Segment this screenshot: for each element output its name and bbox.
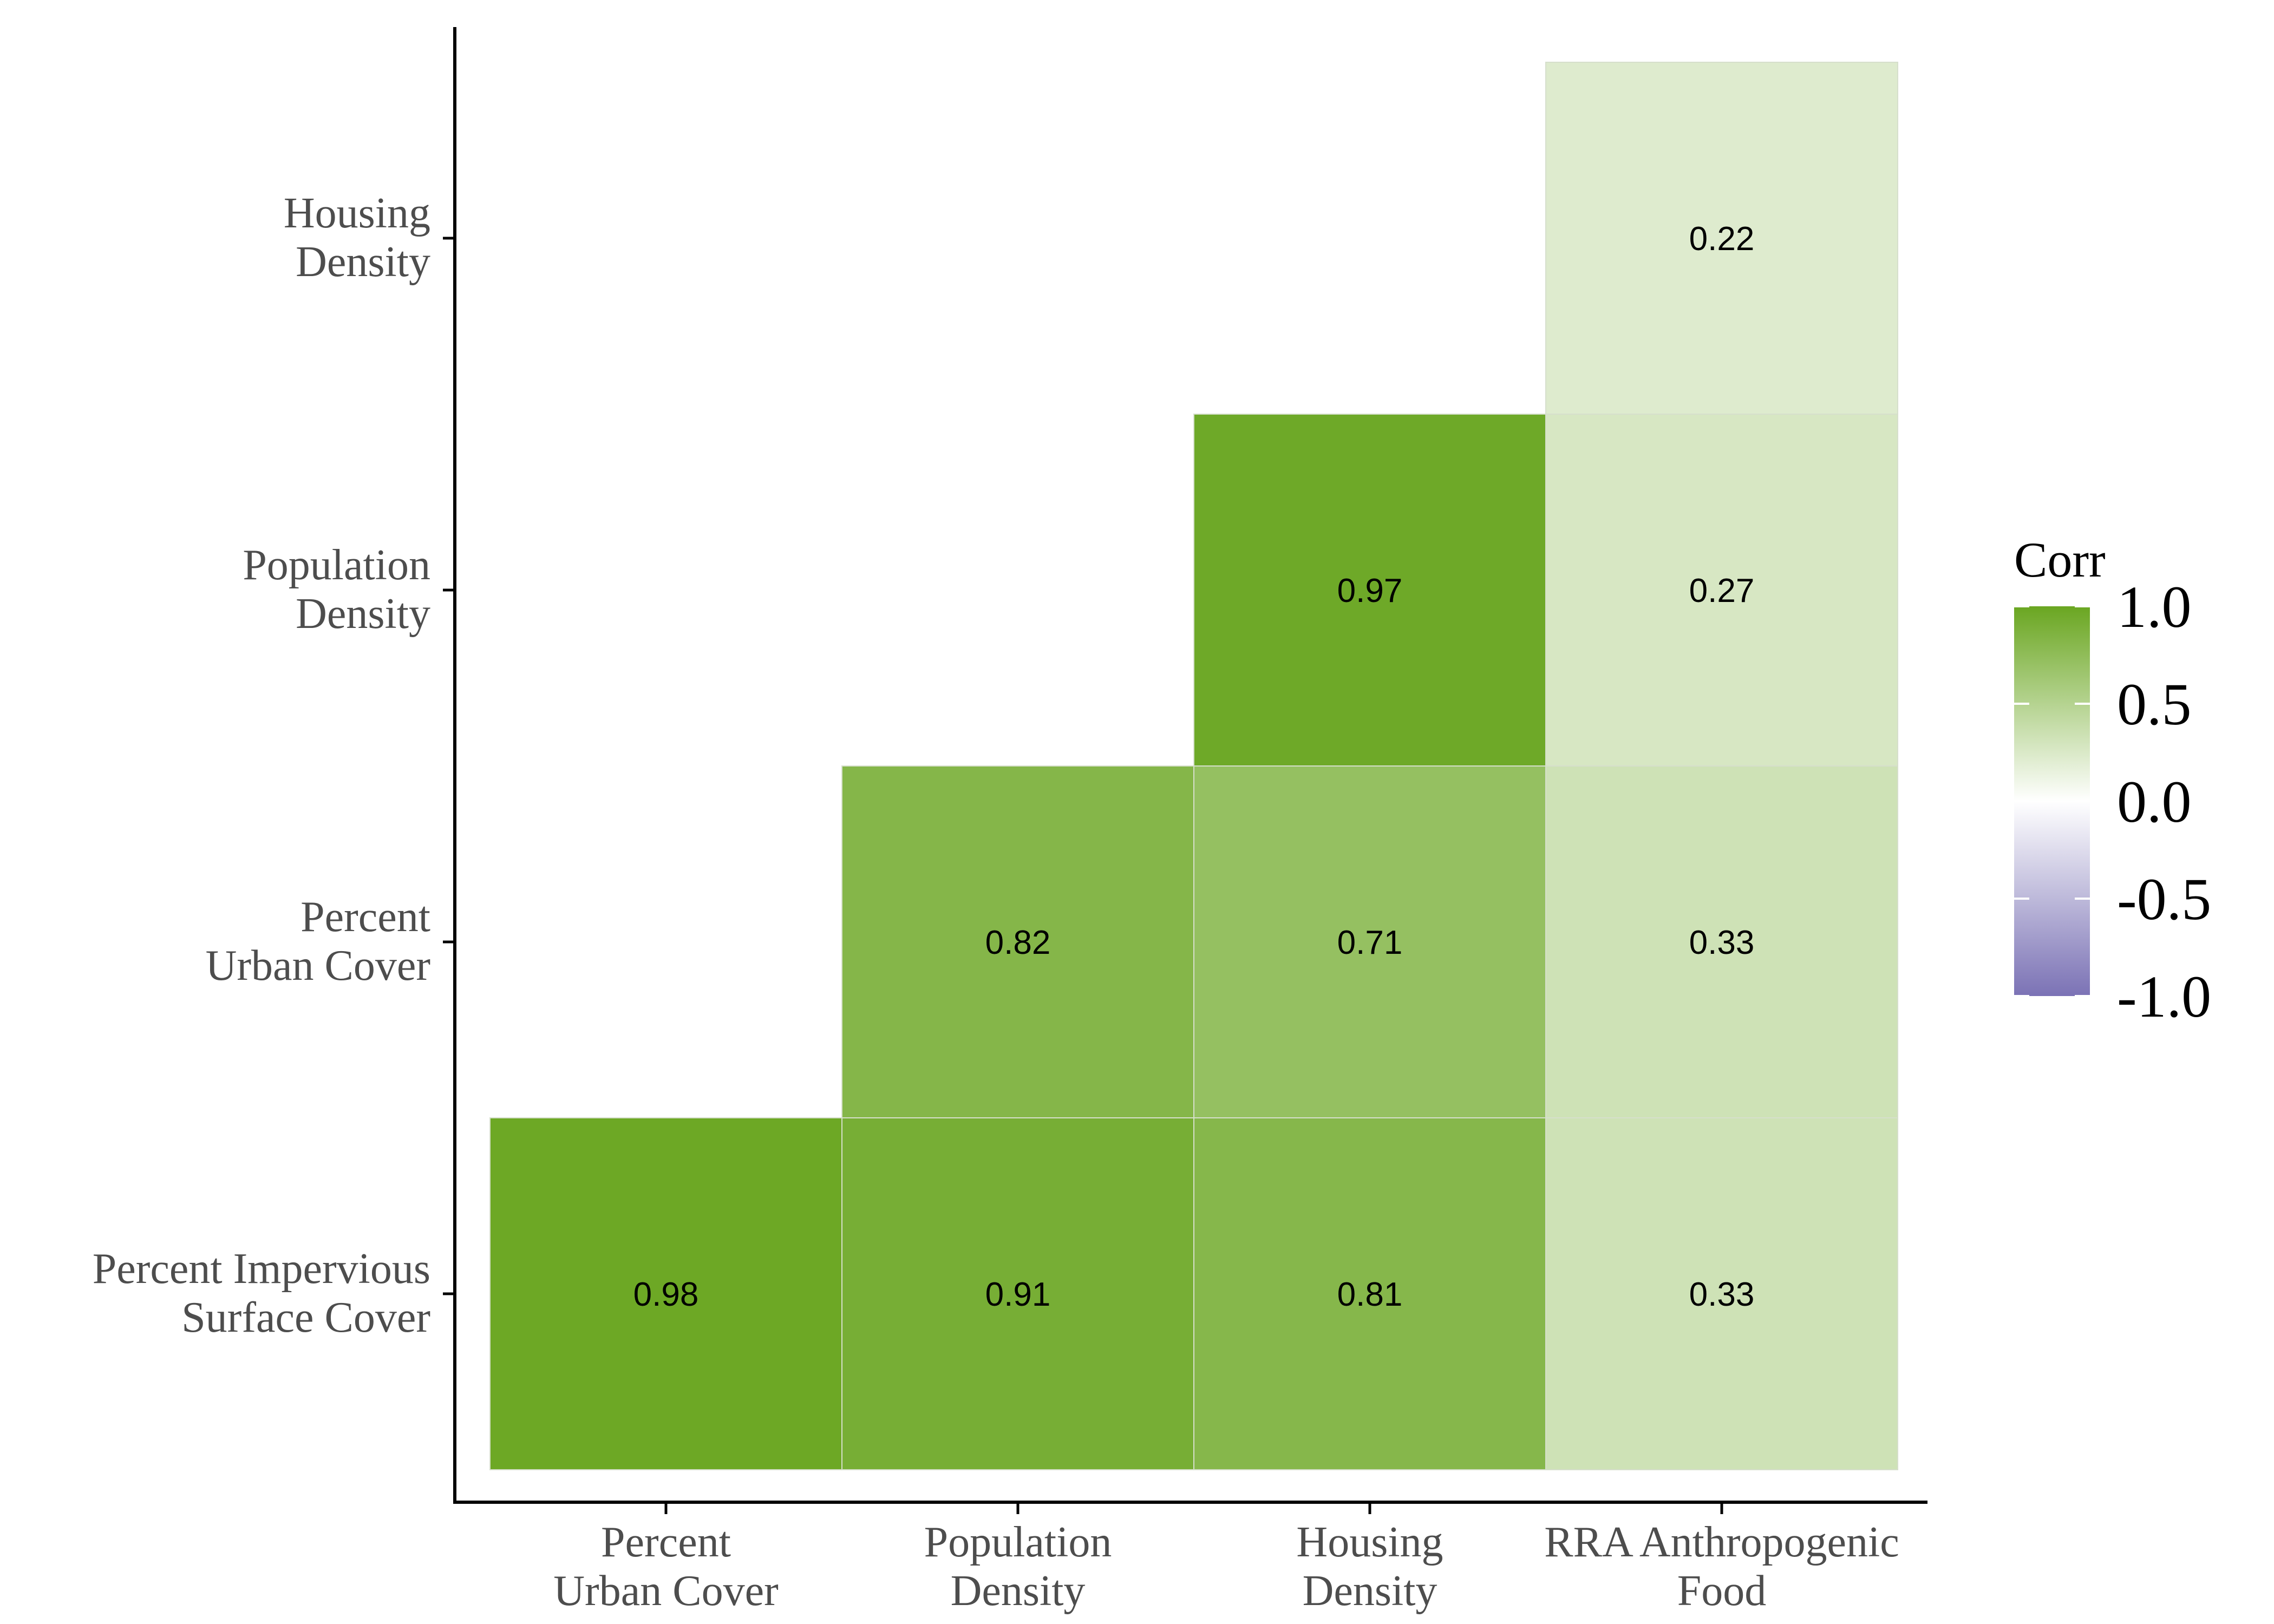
heatmap-cells: [489, 62, 1898, 1470]
cell-value-label: 0.33: [1689, 1276, 1755, 1313]
cell-value-label: 0.81: [1337, 1276, 1403, 1313]
x-tick-label-rra-anthropogenic-food: RRA Anthropogenic Food: [1544, 1518, 1899, 1615]
heatmap-cell-labels: 0.98 0.91 0.81 0.33 0.82 0.71 0.33 0.97 0.27 0.22: [633, 220, 1755, 1313]
y-axis-ticks: Percent Impervious Surface Cover Percent Ur…: [93, 189, 455, 1341]
heatmap-cell: [841, 765, 1194, 1118]
cell-value-label: 0.91: [985, 1276, 1051, 1313]
cell-value-label: 0.27: [1689, 572, 1755, 610]
colorbar-ticks: 1.0 0.5 0.0 -0.5 -1.0: [2014, 574, 2211, 1030]
colorbar-tick-label: 0.5: [2117, 671, 2192, 737]
heatmap-cell: [489, 1117, 842, 1470]
heatmap-cell: [1545, 1117, 1898, 1470]
colorbar-tick-label: -1.0: [2117, 964, 2211, 1030]
heatmap-cell: [1545, 62, 1898, 415]
colorbar-tick-label: 0.0: [2117, 769, 2192, 835]
cell-value-label: 0.82: [985, 924, 1051, 961]
y-tick-label-housing-density: Housing Density: [284, 189, 430, 286]
legend-title: Corr: [2014, 532, 2106, 587]
heatmap-cell: [841, 1117, 1194, 1470]
y-tick-label-percent-impervious-surface-cover: Percent Impervious Surface Cover: [93, 1245, 430, 1341]
y-tick-label-population-density: Population Density: [243, 541, 430, 638]
cell-value-label: 0.98: [633, 1276, 699, 1313]
cell-value-label: 0.71: [1337, 924, 1403, 961]
x-axis-ticks: Percent Urban Cover Population Density Housi…: [553, 1502, 1899, 1615]
cell-value-label: 0.97: [1337, 572, 1403, 610]
cell-value-label: 0.33: [1689, 924, 1755, 961]
heatmap-cell: [1193, 414, 1546, 767]
x-tick-label-housing-density: Housing Density: [1296, 1518, 1443, 1615]
cell-value-label: 0.22: [1689, 220, 1755, 258]
colorbar-legend: Corr 1.0 0.5 0.0 -0.5 -1.0: [2014, 532, 2211, 1030]
heatmap-cell: [1545, 414, 1898, 767]
x-tick-label-population-density: Population Density: [924, 1518, 1112, 1615]
heatmap-cell: [1545, 765, 1898, 1118]
heatmap-cell: [1193, 765, 1546, 1118]
x-tick-label-percent-urban-cover: Percent Urban Cover: [553, 1518, 778, 1615]
colorbar-tick-label: 1.0: [2117, 574, 2192, 640]
colorbar-tick-label: -0.5: [2117, 866, 2211, 932]
y-tick-label-percent-urban-cover: Percent Urban Cover: [206, 893, 430, 990]
